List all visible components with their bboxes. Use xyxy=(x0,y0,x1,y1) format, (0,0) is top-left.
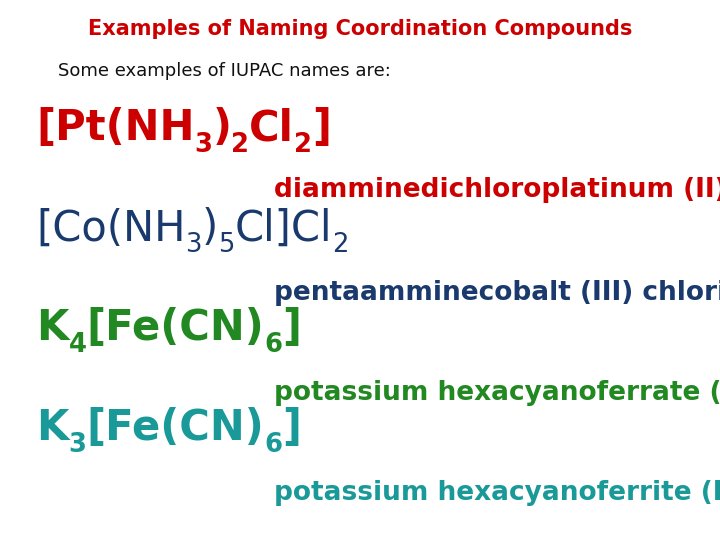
Text: ]: ] xyxy=(312,107,331,150)
Text: [Fe(CN): [Fe(CN) xyxy=(86,407,264,449)
Text: Examples of Naming Coordination Compounds: Examples of Naming Coordination Compound… xyxy=(88,19,632,39)
Text: potassium hexacyanoferrite (III): potassium hexacyanoferrite (III) xyxy=(274,480,720,505)
Text: ): ) xyxy=(202,207,218,249)
Text: pentaamminecobalt (III) chloride: pentaamminecobalt (III) chloride xyxy=(274,280,720,306)
Text: 6: 6 xyxy=(264,432,282,458)
Text: diamminedichloroplatinum (II): diamminedichloroplatinum (II) xyxy=(274,177,720,203)
Text: K: K xyxy=(36,307,68,349)
Text: 2: 2 xyxy=(332,232,348,258)
Text: Cl: Cl xyxy=(249,107,294,150)
Text: 4: 4 xyxy=(68,332,86,358)
Text: 2: 2 xyxy=(294,132,312,158)
Text: [Co(NH: [Co(NH xyxy=(36,207,186,249)
Text: Some examples of IUPAC names are:: Some examples of IUPAC names are: xyxy=(58,62,390,80)
Text: 6: 6 xyxy=(264,332,282,358)
Text: Cl]Cl: Cl]Cl xyxy=(235,207,332,249)
Text: 2: 2 xyxy=(231,132,249,158)
Text: 5: 5 xyxy=(218,232,235,258)
Text: potassium hexacyanoferrate (II): potassium hexacyanoferrate (II) xyxy=(274,380,720,406)
Text: K: K xyxy=(36,407,68,449)
Text: 3: 3 xyxy=(186,232,202,258)
Text: ): ) xyxy=(212,107,231,150)
Text: ]: ] xyxy=(282,407,301,449)
Text: 3: 3 xyxy=(194,132,212,158)
Text: 3: 3 xyxy=(68,432,86,458)
Text: [Fe(CN): [Fe(CN) xyxy=(86,307,264,349)
Text: [Pt(NH: [Pt(NH xyxy=(36,107,194,150)
Text: ]: ] xyxy=(282,307,301,349)
